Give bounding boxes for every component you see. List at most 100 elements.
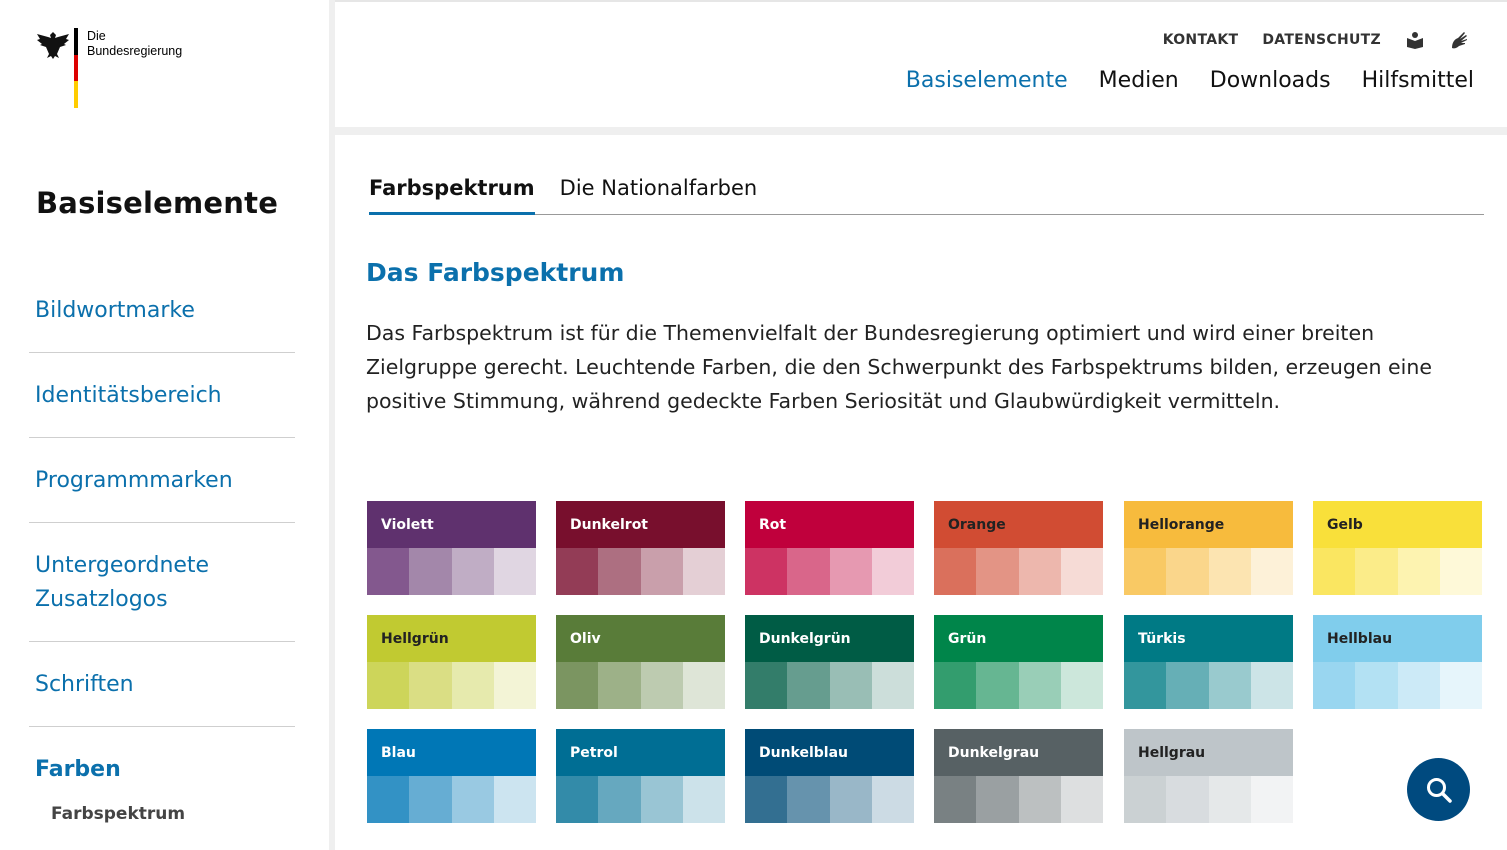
color-tint-4	[493, 662, 536, 709]
color-tint-4	[1439, 548, 1482, 595]
color-tint-row	[367, 776, 536, 823]
color-tint-4	[1060, 776, 1103, 823]
color-tint-1	[745, 548, 788, 595]
sidebar-item-programmmarken[interactable]: Programmmarken	[29, 438, 295, 523]
sidebar-item-bildwortmarke[interactable]: Bildwortmarke	[29, 268, 295, 353]
color-tint-row	[745, 548, 914, 595]
color-tint-3	[451, 662, 494, 709]
color-tint-1	[1313, 662, 1356, 709]
color-tint-4	[493, 776, 536, 823]
color-tint-1	[934, 776, 977, 823]
color-tint-3	[1018, 776, 1061, 823]
color-tint-3	[451, 776, 494, 823]
color-tint-4	[1250, 548, 1293, 595]
color-swatch-türkis[interactable]: Türkis	[1124, 615, 1293, 709]
color-tint-row	[556, 662, 725, 709]
color-tint-3	[1208, 548, 1251, 595]
sign-language-book-icon[interactable]	[1405, 30, 1425, 50]
color-swatch-rot[interactable]: Rot	[745, 501, 914, 595]
color-swatch-grün[interactable]: Grün	[934, 615, 1103, 709]
color-tint-3	[640, 662, 683, 709]
color-swatch-orange[interactable]: Orange	[934, 501, 1103, 595]
color-tint-4	[682, 662, 725, 709]
color-tint-row	[745, 662, 914, 709]
color-tint-3	[1397, 662, 1440, 709]
color-swatch-gelb[interactable]: Gelb	[1313, 501, 1482, 595]
color-tint-3	[1397, 548, 1440, 595]
contact-link[interactable]: KONTAKT	[1162, 32, 1239, 48]
color-tint-4	[1250, 776, 1293, 823]
nav-basiselemente[interactable]: Basiselemente	[905, 68, 1068, 93]
sidebar-subitem-farbspektrum[interactable]: Farbspektrum	[51, 804, 186, 824]
sidebar-item-zusatzlogos[interactable]: Untergeordnete Zusatzlogos	[29, 523, 295, 642]
color-swatch-dunkelblau[interactable]: Dunkelblau	[745, 729, 914, 823]
color-tint-3	[640, 548, 683, 595]
color-tint-3	[451, 548, 494, 595]
color-tint-row	[745, 776, 914, 823]
color-swatch-blau[interactable]: Blau	[367, 729, 536, 823]
color-swatch-hellorange[interactable]: Hellorange	[1124, 501, 1293, 595]
intro-text: Das Farbspektrum ist für die Themenvielf…	[366, 321, 1432, 413]
nav-hilfsmittel[interactable]: Hilfsmittel	[1361, 68, 1474, 93]
tab-nationalfarben[interactable]: Die Nationalfarben	[559, 176, 758, 200]
color-tint-row	[1313, 548, 1482, 595]
logo-text: Die Bundesregierung	[87, 29, 183, 58]
search-icon	[1426, 777, 1452, 803]
color-swatch-label: Orange	[934, 501, 1103, 548]
color-swatch-label: Hellgrün	[367, 615, 536, 662]
color-swatch-oliv[interactable]: Oliv	[556, 615, 725, 709]
color-tint-row	[367, 548, 536, 595]
color-swatch-dunkelgrün[interactable]: Dunkelgrün	[745, 615, 914, 709]
logo[interactable]: Die Bundesregierung	[36, 28, 196, 110]
color-swatch-hellgrau[interactable]: Hellgrau	[1124, 729, 1293, 823]
color-tint-2	[598, 662, 641, 709]
color-tint-4	[1060, 548, 1103, 595]
color-tint-2	[598, 548, 641, 595]
sidebar: Die Bundesregierung Basiselemente Bildwo…	[0, 0, 329, 850]
color-tint-2	[976, 548, 1019, 595]
color-tint-row	[556, 776, 725, 823]
meta-nav: KONTAKT DATENSCHUTZ	[1163, 30, 1469, 50]
color-swatch-hellblau[interactable]: Hellblau	[1313, 615, 1482, 709]
color-tint-2	[409, 662, 452, 709]
nav-downloads[interactable]: Downloads	[1209, 68, 1331, 93]
sidebar-item-identitaetsbereich[interactable]: Identitätsbereich	[29, 353, 295, 438]
color-tint-1	[934, 548, 977, 595]
sidebar-item-schriften[interactable]: Schriften	[29, 642, 295, 727]
color-tint-row	[1124, 548, 1293, 595]
color-tint-4	[493, 548, 536, 595]
color-tint-2	[976, 662, 1019, 709]
sidebar-item-farben[interactable]: Farben	[35, 757, 121, 782]
eagle-icon	[37, 32, 69, 59]
nav-medien[interactable]: Medien	[1098, 68, 1179, 93]
color-swatch-dunkelgrau[interactable]: Dunkelgrau	[934, 729, 1103, 823]
color-tint-1	[1124, 662, 1167, 709]
color-tint-3	[1018, 548, 1061, 595]
color-tint-4	[871, 662, 914, 709]
color-tint-1	[556, 548, 599, 595]
color-tint-row	[556, 548, 725, 595]
color-tint-row	[934, 662, 1103, 709]
color-swatch-petrol[interactable]: Petrol	[556, 729, 725, 823]
color-tint-1	[556, 776, 599, 823]
privacy-link[interactable]: DATENSCHUTZ	[1262, 32, 1381, 48]
color-tint-3	[829, 548, 872, 595]
color-tint-4	[682, 776, 725, 823]
color-swatch-hellgrün[interactable]: Hellgrün	[367, 615, 536, 709]
color-tint-row	[1124, 776, 1293, 823]
flag-stripe	[74, 28, 78, 108]
color-tint-1	[1124, 548, 1167, 595]
color-swatch-label: Dunkelgrün	[745, 615, 914, 662]
color-swatch-label: Hellorange	[1124, 501, 1293, 548]
color-swatch-dunkelrot[interactable]: Dunkelrot	[556, 501, 725, 595]
search-button[interactable]	[1407, 758, 1470, 821]
color-tint-1	[556, 662, 599, 709]
color-swatch-violett[interactable]: Violett	[367, 501, 536, 595]
sign-language-hand-icon[interactable]	[1449, 30, 1469, 50]
color-tint-4	[682, 548, 725, 595]
color-swatch-label: Gelb	[1313, 501, 1482, 548]
color-tint-row	[1313, 662, 1482, 709]
header-separator	[335, 127, 1507, 135]
color-tint-3	[829, 662, 872, 709]
tab-farbspektrum[interactable]: Farbspektrum	[369, 172, 535, 215]
